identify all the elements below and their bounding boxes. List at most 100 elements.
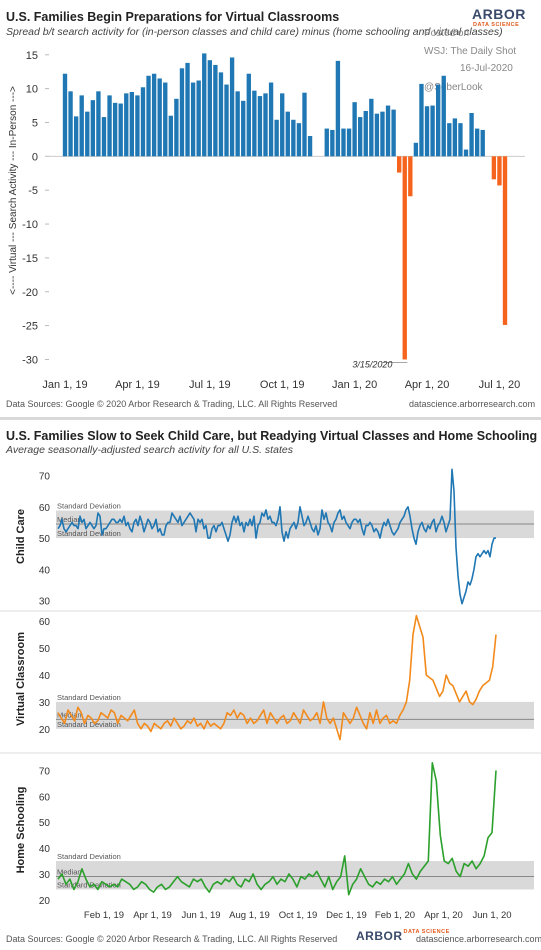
bar [280,93,285,157]
x-tick-label: Jun 1, 19 [181,910,220,921]
logo-text: ARBOR [356,929,403,943]
std-dev-upper-label: Standard Deviation [57,852,121,861]
logo-small-text: DATA SCIENCE [473,22,520,28]
bar [291,119,296,157]
bar [469,113,474,157]
bar [419,83,424,157]
bottom-footer-source: Data Sources: Google © 2020 Arbor Resear… [6,934,338,944]
y-tick-label: 50 [39,534,51,545]
x-tick-label: Oct 1, 19 [279,910,318,921]
y-tick-label: 50 [39,644,51,655]
bar [79,95,84,157]
bar [430,105,435,157]
std-dev-lower-label: Standard Deviation [57,720,121,729]
bar [207,60,212,157]
bar [62,73,68,157]
std-dev-upper-label: Standard Deviation [57,693,121,702]
bar [385,105,391,157]
y-tick-label: 30 [39,597,51,608]
bar [246,73,251,157]
bar [163,82,168,157]
x-tick-label: Apr 1, 20 [405,379,450,391]
bar [151,73,157,157]
bar [85,111,90,157]
arbor-logo-top: ARBORDATA SCIENCE [472,6,541,38]
bar [168,115,173,157]
y-tick-label: 20 [39,896,51,907]
bar [213,64,218,157]
bar [441,75,446,157]
bar [424,106,430,157]
y-tick-label: 15 [26,50,38,62]
y-tick-label: 40 [39,565,51,576]
y-tick-label: 40 [39,671,51,682]
panel-label: Virtual Classroom [15,632,27,726]
bar [352,102,357,157]
panel-label: Home Schooling [15,787,27,874]
bottom-chart-subtitle: Average seasonally-adjusted search activ… [6,444,293,456]
bar [491,156,497,180]
watermark-line-2: WSJ: The Daily Shot [424,46,517,57]
series-line [57,614,497,741]
x-tick-label: Aug 1, 19 [229,910,270,921]
x-tick-label: Feb 1, 20 [375,910,415,921]
bar [391,109,396,157]
bar [257,96,263,157]
bar [179,68,185,157]
y-tick-label: 60 [39,503,51,514]
bar [285,111,290,157]
x-tick-label: Apr 1, 19 [115,379,160,391]
bar [452,118,458,157]
bar [124,93,129,157]
bar [480,129,485,157]
x-tick-label: Jan 1, 19 [42,379,87,391]
bar [302,92,307,157]
y-tick-label: 10 [26,84,38,96]
bar [346,128,352,157]
bar [140,87,146,157]
y-tick-label: -25 [22,321,38,333]
bar [157,78,162,157]
y-tick-label: 30 [39,698,51,709]
series-line [57,762,497,896]
y-tick-label: 60 [39,617,51,628]
bar [224,84,229,157]
watermark-line-3: 16-Jul-2020 [460,63,513,74]
bar [307,136,313,157]
bar [263,93,268,157]
bar [190,82,196,157]
logo-small-text: DATA SCIENCE [403,929,450,935]
top-footer-source: Data Sources: Google © 2020 Arbor Resear… [6,399,338,409]
bar [380,111,385,157]
bar [435,84,441,157]
bar [68,91,73,157]
bar [218,72,224,157]
bar [235,91,240,157]
bar [252,90,257,157]
x-tick-label: Feb 1, 19 [84,910,124,921]
bar [324,128,329,157]
bar [363,110,368,157]
bottom-chart-title: U.S. Families Slow to Seek Child Care, b… [6,429,538,443]
bar [296,123,302,157]
arbor-logo-bottom: ARBORDATA SCIENCE [356,929,450,943]
logo-text: ARBOR [472,6,526,22]
bar [335,60,341,157]
x-tick-label: Jul 1, 20 [479,379,521,391]
x-tick-label: Jun 1, 20 [472,910,511,921]
median-label: Median [57,710,82,719]
bar [330,129,335,157]
bar [463,149,469,157]
y-tick-label: -20 [22,287,38,299]
bar [397,156,402,173]
y-tick-label: 70 [39,472,51,483]
y-tick-label: 0 [32,151,38,163]
bar [341,128,346,157]
y-tick-label: 70 [39,767,51,778]
top-chart-panel: U.S. Families Begin Preparations for Vir… [0,0,541,417]
bar [73,116,79,157]
bar [369,98,374,157]
y-tick-label: 60 [39,792,51,803]
annotation-label: 3/15/2020 [352,359,392,369]
